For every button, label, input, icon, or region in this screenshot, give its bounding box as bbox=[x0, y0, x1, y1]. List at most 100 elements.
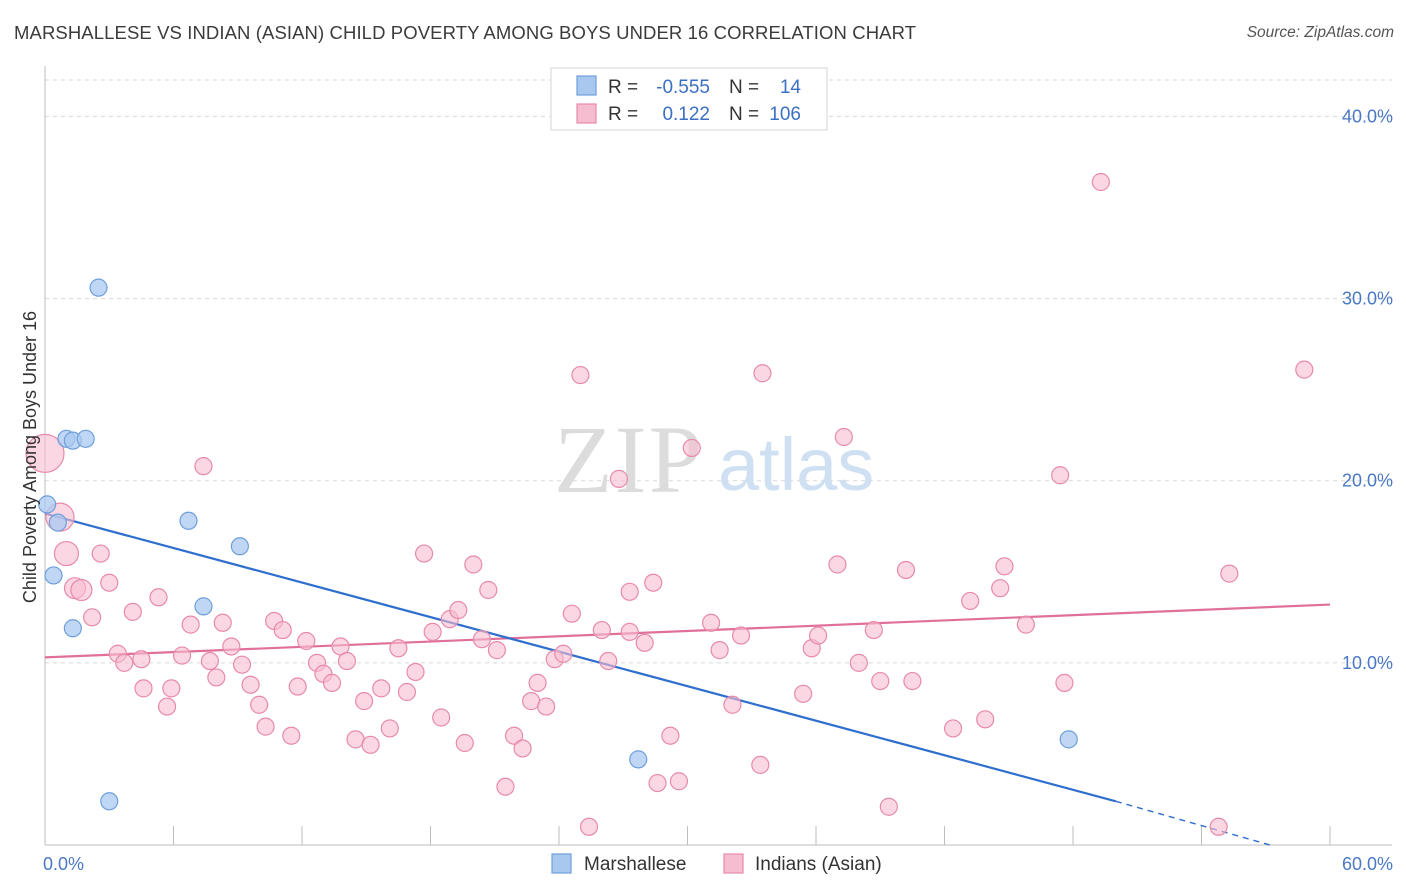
marshallese-point bbox=[48, 513, 67, 532]
indian-point bbox=[53, 540, 80, 567]
indian-point bbox=[472, 630, 491, 649]
grid-lines bbox=[45, 79, 1392, 664]
indian-point bbox=[123, 602, 142, 621]
marshallese-point bbox=[63, 619, 82, 638]
indian-point bbox=[132, 650, 151, 669]
x-tick-labels: 0.0% 60.0% bbox=[43, 854, 1393, 874]
y-tick-label: 20.0% bbox=[1342, 471, 1393, 491]
x-tick-label: 60.0% bbox=[1342, 854, 1393, 874]
indian-point bbox=[414, 544, 434, 563]
indian-point bbox=[504, 726, 524, 745]
indian-point bbox=[172, 646, 192, 665]
indian-point bbox=[609, 469, 629, 488]
indian-point bbox=[976, 710, 995, 729]
indian-point bbox=[1091, 172, 1110, 192]
marshallese-trend-extension bbox=[1115, 800, 1271, 846]
legend-n-label-1: N = bbox=[729, 77, 759, 98]
x-tick-label: 0.0% bbox=[43, 854, 84, 874]
indian-point bbox=[620, 582, 639, 601]
indian-point bbox=[282, 726, 301, 745]
indian-point bbox=[554, 644, 573, 663]
indian-point bbox=[513, 739, 532, 758]
bottom-legend-marshallese: Marshallese bbox=[584, 854, 686, 875]
indian-point bbox=[213, 613, 232, 632]
indian-point bbox=[337, 651, 357, 671]
legend-n-label-2: N = bbox=[729, 104, 759, 125]
indian-point bbox=[661, 726, 680, 745]
indian-point bbox=[834, 427, 853, 447]
source-label: Source: ZipAtlas.com bbox=[1246, 24, 1394, 41]
indian-point bbox=[91, 544, 110, 563]
indian-point bbox=[361, 735, 380, 754]
indian-point bbox=[273, 620, 292, 640]
indian-point bbox=[599, 651, 618, 671]
indian-point bbox=[250, 695, 269, 714]
indian-point bbox=[25, 433, 65, 473]
bottom-legend-swatch-indian bbox=[723, 853, 744, 874]
indian-point bbox=[83, 608, 102, 627]
indian-point bbox=[397, 682, 417, 702]
watermark: ZIP atlas bbox=[554, 406, 874, 513]
indian-point bbox=[1055, 673, 1074, 692]
indian-point bbox=[389, 639, 408, 658]
indian-point bbox=[809, 626, 828, 645]
indian-point bbox=[849, 653, 868, 672]
indian-point bbox=[423, 622, 442, 641]
legend-r-value-2: 0.122 bbox=[662, 104, 710, 125]
indian-point bbox=[753, 364, 772, 383]
indian-point bbox=[1295, 360, 1314, 379]
indian-point bbox=[879, 797, 898, 816]
indian-point bbox=[1209, 817, 1228, 836]
indian-point bbox=[455, 733, 474, 753]
marshallese-point bbox=[44, 566, 63, 585]
indian-point bbox=[297, 631, 316, 651]
y-tick-labels: 10.0% 20.0% 30.0% 40.0% bbox=[1342, 106, 1393, 672]
indian-point bbox=[635, 633, 654, 652]
indian-point bbox=[406, 662, 425, 682]
bottom-legend-indian: Indians (Asian) bbox=[755, 854, 882, 875]
legend-n-value-2: 106 bbox=[769, 104, 801, 125]
indian-point bbox=[896, 560, 916, 580]
marshallese-point bbox=[629, 750, 648, 769]
indian-point bbox=[134, 679, 153, 698]
y-tick-label: 30.0% bbox=[1342, 289, 1393, 309]
indian-point bbox=[100, 573, 119, 592]
y-tick-label: 40.0% bbox=[1342, 106, 1393, 126]
indian-point bbox=[149, 588, 168, 607]
indian-point bbox=[723, 695, 742, 714]
indian-point bbox=[70, 578, 93, 602]
indian-point bbox=[682, 438, 701, 458]
indian-point bbox=[288, 677, 307, 696]
indian-point bbox=[864, 620, 883, 640]
marshallese-point bbox=[1059, 730, 1078, 749]
indian-point bbox=[194, 457, 213, 476]
indian-point bbox=[943, 719, 963, 738]
indian-point bbox=[241, 675, 260, 694]
bottom-legend: Marshallese Indians (Asian) bbox=[551, 853, 882, 875]
indian-point bbox=[322, 673, 342, 692]
indian-point bbox=[620, 622, 639, 641]
indian-point bbox=[479, 580, 498, 600]
indian-point bbox=[181, 615, 200, 634]
indian-point bbox=[731, 626, 751, 645]
indian-point bbox=[232, 655, 252, 674]
marshallese-point bbox=[100, 792, 119, 811]
indian-point bbox=[571, 365, 590, 385]
indian-point bbox=[432, 708, 451, 727]
bottom-legend-swatch-marshallese bbox=[551, 853, 572, 874]
legend-swatch-indian bbox=[576, 103, 597, 124]
indian-point bbox=[537, 697, 556, 716]
indian-point bbox=[995, 557, 1014, 576]
indian-point bbox=[710, 641, 729, 660]
indian-points bbox=[25, 172, 1314, 836]
marshallese-point bbox=[179, 511, 198, 530]
watermark-zip: ZIP bbox=[554, 406, 704, 513]
indian-trend-line bbox=[44, 603, 1331, 659]
indian-point bbox=[157, 697, 177, 716]
indian-point bbox=[828, 555, 847, 574]
legend-r-value-1: -0.555 bbox=[656, 77, 710, 98]
indian-point bbox=[669, 772, 689, 791]
legend: R = -0.555 N = 14 R = 0.122 N = 106 bbox=[550, 67, 828, 131]
indian-point bbox=[200, 651, 220, 671]
indian-point bbox=[528, 673, 547, 692]
